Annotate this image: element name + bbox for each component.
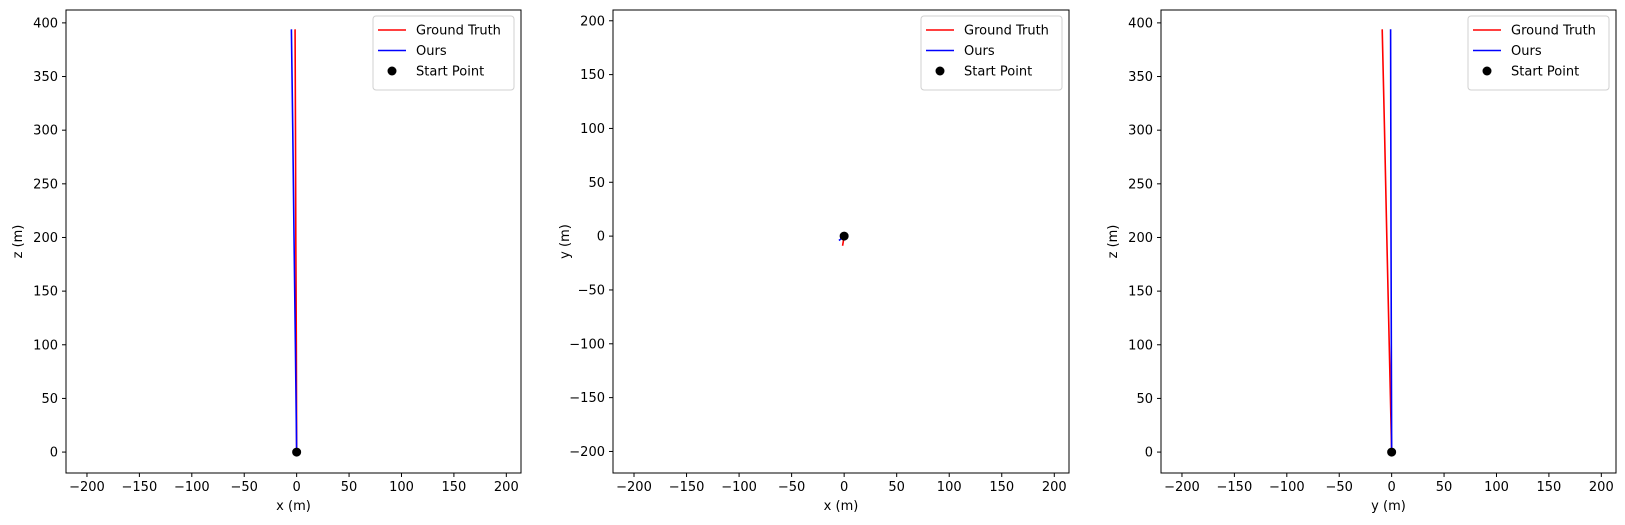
chart-panel-1: −200 −150 −100 −50 0 50 100 150 200 0 50 100 150 200 2… xyxy=(11,9,522,514)
legend-label: Start Point xyxy=(1511,65,1579,80)
y-tick-label: 200 xyxy=(1128,231,1153,246)
x-tick-label: 0 xyxy=(293,480,301,495)
y-tick-label: 200 xyxy=(580,14,605,29)
y-tick-label: 200 xyxy=(33,231,58,246)
y-tick-label: 100 xyxy=(1128,338,1153,353)
plot-frame xyxy=(612,9,1070,474)
x-tick-label: −200 xyxy=(1164,480,1200,495)
plot-frame xyxy=(1160,9,1617,474)
y-tick-label: 300 xyxy=(1128,124,1153,139)
legend-box xyxy=(1467,15,1610,91)
x-tick-label: 150 xyxy=(989,480,1014,495)
x-tick-label: 0 xyxy=(1388,480,1396,495)
x-axis-label: x (m) xyxy=(824,499,859,514)
plot-frame xyxy=(65,9,522,474)
x-tick-label: 0 xyxy=(840,480,848,495)
x-tick-label: 200 xyxy=(1042,480,1067,495)
x-tick-label: −100 xyxy=(1269,480,1305,495)
x-tick-label: 100 xyxy=(389,480,414,495)
start-point-marker xyxy=(839,231,849,241)
y-tick-label: 50 xyxy=(1136,392,1153,407)
legend-label: Ours xyxy=(964,44,995,59)
legend-box xyxy=(920,15,1063,91)
y-tick-label: 0 xyxy=(597,230,605,245)
legend: Ground Truth Ours Start Point xyxy=(372,15,515,91)
y-tick-label: 50 xyxy=(588,176,605,191)
legend-label: Ground Truth xyxy=(416,24,501,39)
y-axis-label: z (m) xyxy=(11,225,26,259)
legend: Ground Truth Ours Start Point xyxy=(1467,15,1610,91)
start-point-marker xyxy=(292,447,302,457)
x-tick-label: 150 xyxy=(1536,480,1561,495)
y-tick-label: 400 xyxy=(1128,16,1153,31)
legend-label: Start Point xyxy=(416,65,484,80)
x-tick-label: 50 xyxy=(888,480,905,495)
x-tick-label: −150 xyxy=(122,480,158,495)
x-tick-label: 150 xyxy=(441,480,466,495)
chart-panel-3: −200 −150 −100 −50 0 50 100 150 200 0 50 100 150 200 2… xyxy=(1106,9,1617,514)
x-tick-label: −150 xyxy=(669,480,705,495)
legend-marker-start-point xyxy=(1482,66,1492,76)
legend-label: Ground Truth xyxy=(964,24,1049,39)
y-tick-label: −100 xyxy=(569,337,605,352)
x-tick-label: 50 xyxy=(341,480,358,495)
x-tick-label: −100 xyxy=(721,480,757,495)
x-tick-label: 200 xyxy=(494,480,519,495)
y-tick-label: 100 xyxy=(33,338,58,353)
legend-label: Start Point xyxy=(964,65,1032,80)
y-tick-label: 0 xyxy=(1145,446,1153,461)
y-tick-label: 400 xyxy=(33,16,58,31)
legend-box xyxy=(372,15,515,91)
chart-panel-2: −200 −150 −100 −50 0 50 100 150 200 −200 −150 −100 −… xyxy=(558,9,1070,514)
y-tick-label: 150 xyxy=(33,285,58,300)
x-tick-label: −100 xyxy=(174,480,210,495)
legend-label: Ground Truth xyxy=(1511,24,1596,39)
ours-line xyxy=(1389,29,1393,453)
x-axis-label: x (m) xyxy=(276,499,311,514)
y-axis-label: y (m) xyxy=(558,224,573,259)
x-tick-label: 50 xyxy=(1436,480,1453,495)
ours-line xyxy=(290,29,298,453)
y-tick-label: 150 xyxy=(580,68,605,83)
y-tick-label: 50 xyxy=(41,392,58,407)
y-tick-label: −150 xyxy=(569,391,605,406)
legend-label: Ours xyxy=(416,44,447,59)
legend-marker-start-point xyxy=(935,66,945,76)
x-tick-label: −50 xyxy=(1326,480,1353,495)
x-tick-label: −150 xyxy=(1217,480,1253,495)
y-axis-label: z (m) xyxy=(1106,225,1121,259)
y-tick-label: 250 xyxy=(33,177,58,192)
x-tick-label: −200 xyxy=(616,480,652,495)
y-tick-label: 150 xyxy=(1128,285,1153,300)
y-tick-label: 350 xyxy=(33,70,58,85)
x-tick-label: 100 xyxy=(937,480,962,495)
x-tick-label: −200 xyxy=(69,480,105,495)
legend-marker-start-point xyxy=(387,66,397,76)
ground-truth-line xyxy=(1381,29,1393,453)
y-tick-label: 300 xyxy=(33,124,58,139)
y-tick-label: 350 xyxy=(1128,70,1153,85)
x-tick-label: 200 xyxy=(1589,480,1614,495)
y-tick-label: −50 xyxy=(578,283,605,298)
x-tick-label: 100 xyxy=(1484,480,1509,495)
y-tick-label: 250 xyxy=(1128,177,1153,192)
y-tick-label: 0 xyxy=(50,446,58,461)
start-point-marker xyxy=(1387,447,1397,457)
y-tick-label: 100 xyxy=(580,122,605,137)
legend-label: Ours xyxy=(1511,44,1542,59)
legend: Ground Truth Ours Start Point xyxy=(920,15,1063,91)
x-tick-label: −50 xyxy=(231,480,258,495)
x-axis-label: y (m) xyxy=(1371,499,1406,514)
x-tick-label: −50 xyxy=(778,480,805,495)
y-tick-label: −200 xyxy=(569,445,605,460)
